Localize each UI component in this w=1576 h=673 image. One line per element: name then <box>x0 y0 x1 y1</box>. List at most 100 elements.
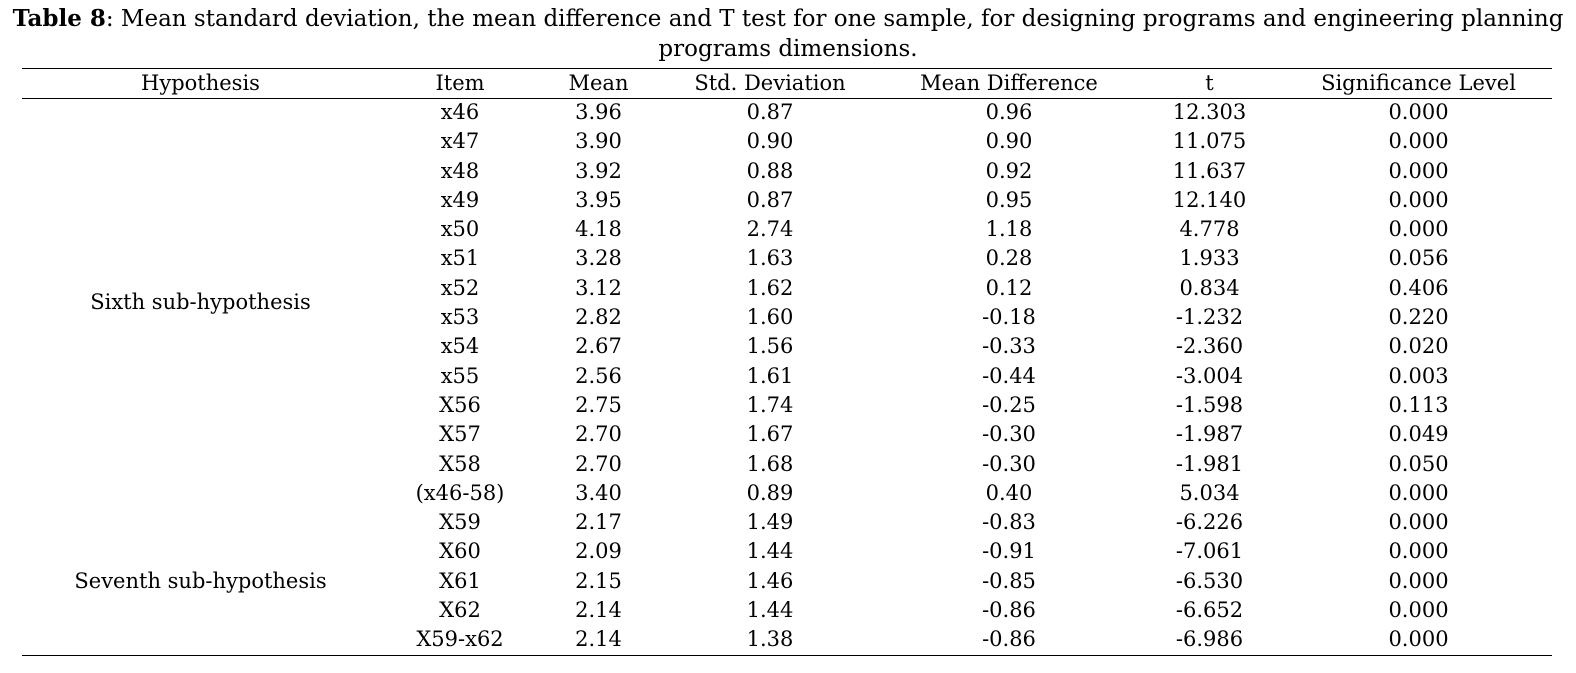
mean-cell: 3.95 <box>575 187 622 212</box>
significance-cell: 0.000 <box>1388 217 1449 242</box>
std-deviation-cell: 0.88 <box>746 158 794 183</box>
item-cell: X56 <box>439 392 481 417</box>
mean-cell: 2.14 <box>575 627 622 652</box>
t-cell: 11.075 <box>1172 129 1247 154</box>
mean-difference-cell: -0.30 <box>982 422 1036 447</box>
table-body: Sixth sub-hypothesis x46 3.96 0.87 0.96 12.30… <box>22 98 1552 655</box>
mean-cell: 3.96 <box>575 100 622 124</box>
significance-cell: 0.000 <box>1388 598 1449 623</box>
item-cell: x52 <box>440 275 480 300</box>
std-deviation-cell: 1.56 <box>746 334 794 359</box>
mean-cell: 2.14 <box>575 598 622 623</box>
item-cell: x54 <box>440 334 480 359</box>
table-row: x51 3.28 1.63 0.28 1.933 0.056 <box>22 244 1552 273</box>
item-cell: (x46-58) <box>415 480 505 505</box>
mean-cell: 2.82 <box>575 305 622 330</box>
mean-cell: 2.15 <box>575 568 622 593</box>
header-mean: Mean <box>568 71 629 95</box>
t-cell: -6.652 <box>1175 598 1244 623</box>
significance-cell: 0.056 <box>1388 246 1449 271</box>
mean-cell: 2.09 <box>575 539 622 564</box>
table-row: x50 4.18 2.74 1.18 4.778 0.000 <box>22 215 1552 244</box>
t-cell: -1.987 <box>1175 422 1244 447</box>
item-cell: X58 <box>439 451 481 476</box>
item-cell: x46 <box>440 100 480 124</box>
hypothesis-cell: Seventh sub-hypothesis <box>74 568 327 593</box>
mean-difference-cell: -0.86 <box>982 627 1036 652</box>
std-deviation-cell: 0.89 <box>746 480 794 505</box>
mean-difference-cell: -0.85 <box>982 568 1036 593</box>
std-deviation-cell: 1.49 <box>746 510 794 535</box>
mean-difference-cell: 0.95 <box>985 187 1033 212</box>
t-cell: -1.598 <box>1175 392 1244 417</box>
std-deviation-cell: 1.60 <box>746 305 794 330</box>
std-deviation-cell: 1.67 <box>746 422 794 447</box>
significance-cell: 0.000 <box>1388 627 1449 652</box>
item-cell: X60 <box>439 539 481 564</box>
table-top-rule <box>22 68 1552 69</box>
std-deviation-cell: 1.61 <box>746 363 794 388</box>
table-header-rule <box>22 98 1552 99</box>
t-cell: 4.778 <box>1179 217 1240 242</box>
table-row: X60 2.09 1.44 -0.91 -7.061 0.000 <box>22 537 1552 566</box>
std-deviation-cell: 1.63 <box>746 246 794 271</box>
mean-cell: 2.70 <box>575 422 622 447</box>
mean-cell: 3.40 <box>575 480 622 505</box>
mean-cell: 2.67 <box>575 334 622 359</box>
t-cell: 12.303 <box>1172 100 1247 124</box>
item-cell: x55 <box>440 363 480 388</box>
table-row: x47 3.90 0.90 0.90 11.075 0.000 <box>22 127 1552 156</box>
table-row: X57 2.70 1.67 -0.30 -1.987 0.049 <box>22 420 1552 449</box>
table-row: x52 3.12 1.62 0.12 0.834 0.406 <box>22 274 1552 303</box>
table-row: Seventh sub-hypothesis X59 2.17 1.49 -0.83 -6… <box>22 508 1552 593</box>
significance-cell: 0.020 <box>1388 334 1449 359</box>
table-row: x54 2.67 1.56 -0.33 -2.360 0.020 <box>22 332 1552 361</box>
significance-cell: 0.113 <box>1388 392 1449 417</box>
significance-cell: 0.003 <box>1388 363 1449 388</box>
t-cell: -1.232 <box>1175 305 1244 330</box>
std-deviation-cell: 1.68 <box>746 451 794 476</box>
mean-difference-cell: -0.83 <box>982 510 1036 535</box>
t-cell: -1.981 <box>1175 451 1244 476</box>
std-deviation-cell: 1.44 <box>746 539 794 564</box>
item-cell: x53 <box>440 305 480 330</box>
table-row: X62 2.14 1.44 -0.86 -6.652 0.000 <box>22 596 1552 625</box>
mean-cell: 2.70 <box>575 451 622 476</box>
mean-cell: 3.90 <box>575 129 622 154</box>
std-deviation-cell: 0.87 <box>746 187 794 212</box>
significance-cell: 0.220 <box>1388 305 1449 330</box>
significance-cell: 0.000 <box>1388 100 1449 124</box>
t-cell: 11.637 <box>1172 158 1247 183</box>
header-mean-difference: Mean Difference <box>920 71 1098 95</box>
mean-difference-cell: 0.28 <box>985 246 1033 271</box>
item-cell: X61 <box>439 568 481 593</box>
mean-difference-cell: 0.92 <box>985 158 1033 183</box>
t-cell: -6.986 <box>1175 627 1244 652</box>
mean-cell: 2.56 <box>575 363 622 388</box>
item-cell: x48 <box>440 158 480 183</box>
mean-difference-cell: -0.91 <box>982 539 1036 564</box>
table-caption-label: Table 8 <box>12 5 106 32</box>
mean-difference-cell: -0.33 <box>982 334 1036 359</box>
std-deviation-cell: 1.44 <box>746 598 794 623</box>
table-row: (x46-58) 3.40 0.89 0.40 5.034 0.000 <box>22 479 1552 508</box>
header-item: Item <box>435 71 485 95</box>
mean-difference-cell: -0.86 <box>982 598 1036 623</box>
std-deviation-cell: 2.74 <box>746 217 794 242</box>
results-table: Hypothesis Item Mean Std. Deviation Mean… <box>22 69 1552 655</box>
mean-cell: 3.12 <box>575 275 622 300</box>
table-row: X56 2.75 1.74 -0.25 -1.598 0.113 <box>22 391 1552 420</box>
header-significance-level: Significance Level <box>1321 71 1516 95</box>
t-cell: -3.004 <box>1175 363 1244 388</box>
t-cell: -6.226 <box>1175 510 1244 535</box>
header-hypothesis: Hypothesis <box>141 71 260 95</box>
table-bottom-rule <box>22 655 1552 656</box>
std-deviation-cell: 1.74 <box>746 392 794 417</box>
t-cell: 5.034 <box>1179 480 1240 505</box>
std-deviation-cell: 0.87 <box>746 100 794 124</box>
std-deviation-cell: 0.90 <box>746 129 794 154</box>
std-deviation-cell: 1.62 <box>746 275 794 300</box>
item-cell: X62 <box>439 598 481 623</box>
mean-difference-cell: -0.30 <box>982 451 1036 476</box>
